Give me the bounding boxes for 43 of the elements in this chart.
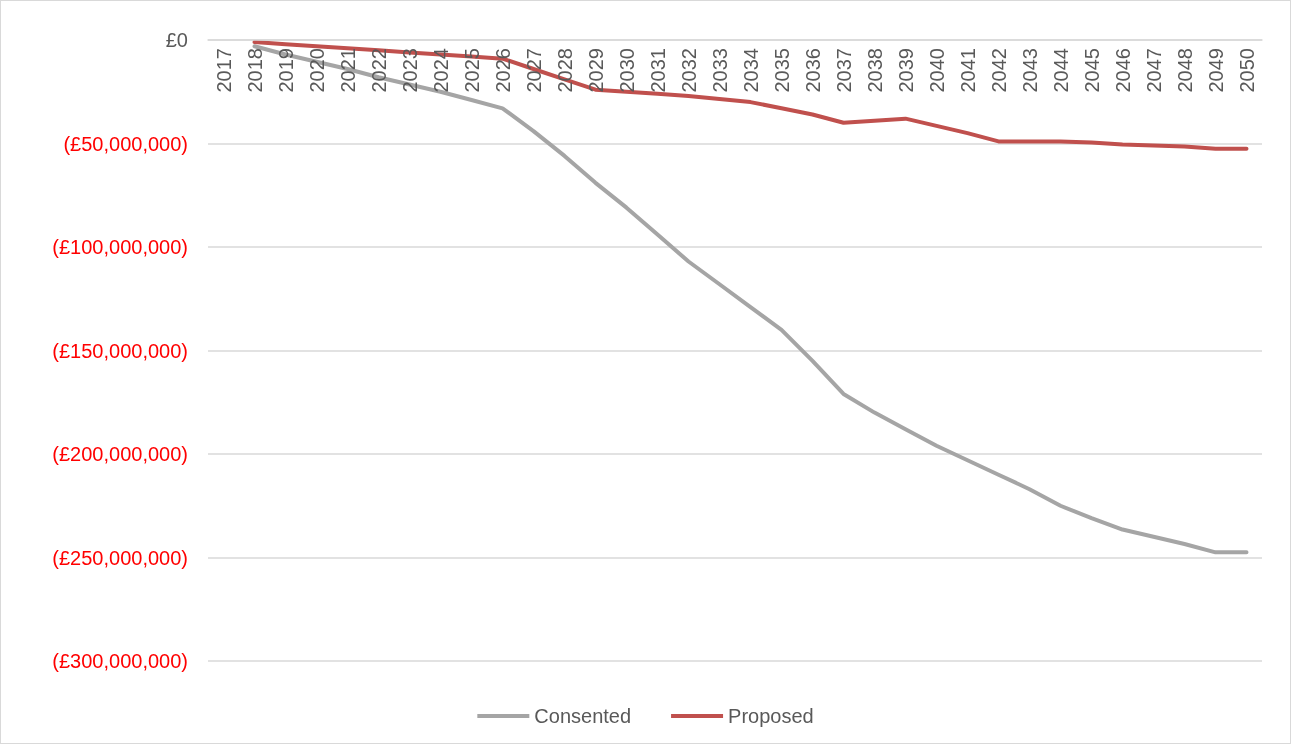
x-tick-label: 2021 bbox=[336, 48, 359, 93]
x-tick-label: 2040 bbox=[925, 48, 948, 93]
legend-label: Proposed bbox=[728, 705, 814, 727]
y-tick-label: £0 bbox=[165, 29, 188, 51]
x-tick-label: 2036 bbox=[801, 48, 824, 93]
x-tick-label: 2022 bbox=[367, 48, 390, 93]
x-tick-label: 2024 bbox=[429, 48, 452, 93]
x-tick-label: 2039 bbox=[894, 48, 917, 93]
x-tick-label: 2048 bbox=[1173, 48, 1196, 93]
y-tick-label: (£100,000,000) bbox=[52, 236, 188, 258]
x-tick-label: 2037 bbox=[832, 48, 855, 93]
y-tick-label: (£50,000,000) bbox=[63, 132, 188, 155]
x-tick-label: 2047 bbox=[1142, 48, 1165, 93]
x-tick-label: 2017 bbox=[212, 48, 235, 93]
x-tick-label: 2044 bbox=[1049, 48, 1072, 93]
x-tick-label: 2030 bbox=[615, 48, 638, 93]
x-tick-label: 2018 bbox=[243, 48, 266, 93]
legend-label: Consented bbox=[534, 705, 632, 727]
x-tick-label: 2041 bbox=[956, 48, 979, 93]
x-tick-label: 2032 bbox=[677, 48, 700, 93]
x-tick-label: 2043 bbox=[1018, 48, 1041, 93]
x-tick-label: 2045 bbox=[1080, 48, 1103, 93]
x-tick-label: 2023 bbox=[398, 48, 421, 93]
x-tick-label: 2028 bbox=[553, 48, 576, 93]
x-tick-label: 2046 bbox=[1111, 48, 1134, 93]
y-tick-label: (£200,000,000) bbox=[52, 443, 188, 465]
x-tick-label: 2029 bbox=[584, 48, 607, 93]
x-tick-label: 2019 bbox=[274, 48, 297, 93]
x-tick-label: 2026 bbox=[491, 48, 514, 93]
x-tick-label: 2025 bbox=[460, 48, 483, 93]
x-tick-label: 2033 bbox=[708, 48, 731, 93]
x-tick-label: 2027 bbox=[522, 48, 545, 93]
y-tick-label: (£150,000,000) bbox=[52, 339, 188, 362]
x-tick-label: 2031 bbox=[646, 48, 669, 93]
x-tick-label: 2020 bbox=[305, 48, 328, 93]
x-tick-label: 2034 bbox=[739, 48, 762, 93]
x-tick-label: 2038 bbox=[863, 48, 886, 93]
x-tick-label: 2050 bbox=[1235, 48, 1258, 93]
x-tick-label: 2049 bbox=[1204, 48, 1227, 93]
x-tick-label: 2035 bbox=[770, 48, 793, 93]
y-tick-label: (£300,000,000) bbox=[52, 650, 188, 672]
y-tick-label: (£250,000,000) bbox=[52, 546, 188, 569]
x-tick-label: 2042 bbox=[987, 48, 1010, 93]
